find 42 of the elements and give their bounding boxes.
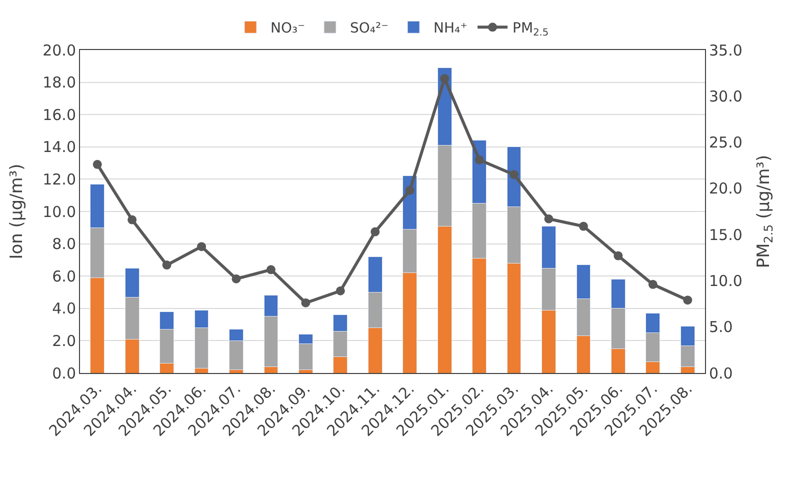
y-tick-label: 10.0 xyxy=(42,202,76,221)
point xyxy=(266,265,276,274)
legend-label: NO₃⁻ xyxy=(270,20,305,37)
point xyxy=(648,280,658,289)
point xyxy=(301,298,310,308)
legend-label: SO₄²⁻ xyxy=(350,20,389,37)
point xyxy=(197,242,206,252)
y2-tick-label: 10.0 xyxy=(709,272,742,290)
y-tick-label: 18.0 xyxy=(42,74,76,92)
y-axis-title: Ion (μg/m³) xyxy=(7,164,28,260)
y2-tick-label: 5.0 xyxy=(709,318,733,336)
y-tick-label: 20.0 xyxy=(42,41,76,60)
point xyxy=(683,296,692,305)
point xyxy=(614,251,623,260)
y2-tick-label: 15.0 xyxy=(709,226,742,244)
point xyxy=(578,222,588,231)
y-tick-label: 2.0 xyxy=(52,332,76,350)
y2-tick-label: 25.0 xyxy=(709,134,742,152)
y-tick-label: 14.0 xyxy=(42,138,76,156)
y2-tick-label: 30.0 xyxy=(709,87,742,106)
y-tick-label: 0.0 xyxy=(52,364,76,382)
point xyxy=(92,160,102,169)
y-tick-label: 6.0 xyxy=(52,267,76,286)
y-tick-label: 4.0 xyxy=(52,300,76,318)
point xyxy=(128,215,137,224)
y2-tick-label: 0.0 xyxy=(709,364,733,382)
point xyxy=(440,74,450,84)
legend-label: PM$_{2.5}$ xyxy=(512,20,549,39)
point xyxy=(336,286,345,296)
point xyxy=(474,155,484,164)
y2-tick-label: 20.0 xyxy=(709,180,742,198)
point xyxy=(162,260,172,270)
y-tick-label: 8.0 xyxy=(52,235,76,254)
point xyxy=(510,170,519,180)
y-tick-label: 12.0 xyxy=(42,170,76,188)
y2-tick-label: 35.0 xyxy=(709,41,742,60)
point xyxy=(544,214,554,224)
point xyxy=(405,186,414,195)
point xyxy=(232,274,241,284)
point xyxy=(370,227,380,236)
legend-label: NH₄⁺ xyxy=(434,20,468,37)
y-tick-label: 16.0 xyxy=(42,106,76,124)
